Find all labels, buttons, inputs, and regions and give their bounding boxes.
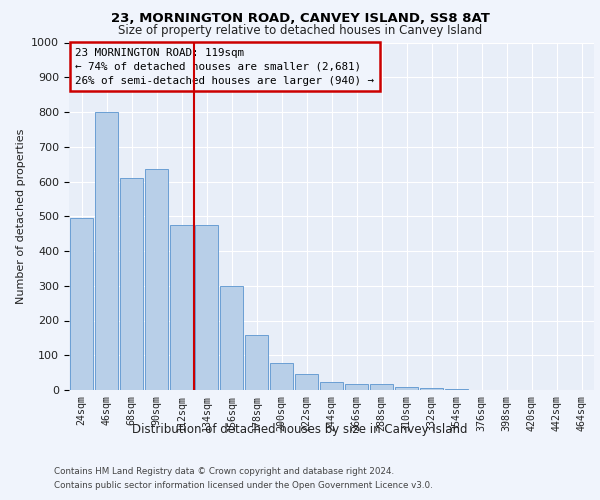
Bar [370, 384, 394, 390]
Text: Distribution of detached houses by size in Canvey Island: Distribution of detached houses by size … [132, 422, 468, 436]
Text: Contains HM Land Registry data © Crown copyright and database right 2024.: Contains HM Land Registry data © Crown c… [54, 468, 394, 476]
Bar [245, 335, 268, 390]
Bar [295, 374, 319, 390]
Bar [170, 225, 193, 390]
Bar [119, 178, 143, 390]
Text: 23 MORNINGTON ROAD: 119sqm
← 74% of detached houses are smaller (2,681)
26% of s: 23 MORNINGTON ROAD: 119sqm ← 74% of deta… [76, 48, 374, 86]
Bar [220, 286, 244, 390]
Bar [419, 388, 443, 390]
Text: 23, MORNINGTON ROAD, CANVEY ISLAND, SS8 8AT: 23, MORNINGTON ROAD, CANVEY ISLAND, SS8 … [110, 12, 490, 26]
Bar [320, 382, 343, 390]
Bar [344, 384, 368, 390]
Bar [395, 386, 418, 390]
Y-axis label: Number of detached properties: Number of detached properties [16, 128, 26, 304]
Bar [95, 112, 118, 390]
Bar [269, 363, 293, 390]
Bar [145, 170, 169, 390]
Text: Size of property relative to detached houses in Canvey Island: Size of property relative to detached ho… [118, 24, 482, 37]
Bar [70, 218, 94, 390]
Text: Contains public sector information licensed under the Open Government Licence v3: Contains public sector information licen… [54, 481, 433, 490]
Bar [194, 225, 218, 390]
